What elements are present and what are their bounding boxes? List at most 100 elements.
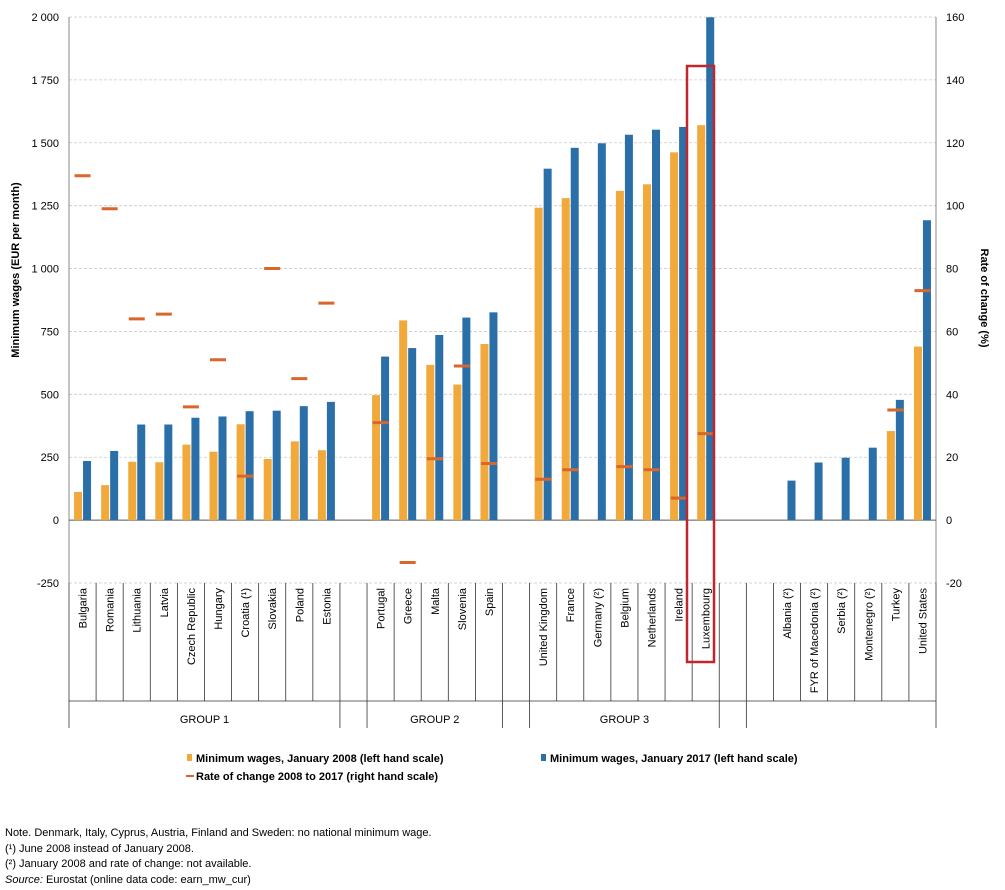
bar-2008-lithuania bbox=[128, 461, 137, 521]
y-right-tick-label: 0 bbox=[946, 515, 952, 527]
y-right-tick-label: 120 bbox=[946, 138, 964, 150]
y-left-tick-label: 1 000 bbox=[31, 264, 59, 276]
category-axis: Bulgaria Romania Lithuania Latvia Czech Repu… bbox=[68, 583, 937, 701]
bar-2008-slovakia bbox=[263, 458, 272, 521]
right-axis-ticks: -20 0 20 40 60 80 100 120 140 160 bbox=[946, 12, 964, 590]
bars bbox=[74, 17, 931, 521]
source-label: Source: bbox=[5, 873, 43, 886]
y-left-tick-label: 500 bbox=[41, 389, 59, 401]
ireland-highlight-box bbox=[685, 64, 716, 664]
category-label-ireland: Ireland bbox=[674, 588, 686, 622]
y-right-tick-label: 140 bbox=[946, 75, 964, 87]
bar-2017-portugal bbox=[381, 356, 390, 521]
category-label-germany: Germany (²) bbox=[592, 588, 604, 647]
category-label-montenegro: Montenegro (²) bbox=[863, 588, 875, 661]
bar-2008-poland bbox=[290, 441, 299, 521]
y-left-tick-label: 0 bbox=[53, 515, 59, 527]
bar-2017-poland bbox=[299, 406, 308, 521]
legend-swatch-0 bbox=[187, 754, 192, 761]
bar-2008-croatia bbox=[236, 424, 245, 521]
bar-2017-montenegro bbox=[868, 447, 877, 521]
category-label-france: France bbox=[565, 588, 577, 622]
group-axis: GROUP 1 GROUP 2 GROUP 3 bbox=[68, 700, 937, 728]
y-right-tick-label: 40 bbox=[946, 389, 958, 401]
y-left-tick-label: 750 bbox=[41, 326, 59, 338]
bar-2017-united-kingdom bbox=[543, 168, 552, 521]
category-label-slovenia: Slovenia bbox=[457, 587, 469, 630]
bar-2008-hungary bbox=[209, 451, 218, 521]
category-label-spain: Spain bbox=[484, 588, 496, 616]
legend-label-0: Minimum wages, January 2008 (left hand s… bbox=[196, 753, 444, 765]
group-label-group-1: GROUP 1 bbox=[180, 714, 229, 726]
bar-2008-spain bbox=[480, 344, 489, 521]
y-left-tick-label: 2 000 bbox=[31, 12, 59, 24]
category-label-united-kingdom: United Kingdom bbox=[538, 588, 550, 666]
bar-2017-romania bbox=[110, 450, 119, 521]
category-label-netherlands: Netherlands bbox=[647, 588, 659, 648]
category-label-serbia: Serbia (²) bbox=[836, 588, 848, 634]
bar-2017-united-states bbox=[922, 220, 931, 521]
notes: Note. Denmark, Italy, Cyprus, Austria, F… bbox=[5, 826, 432, 888]
bar-2017-lithuania bbox=[137, 424, 146, 521]
legend: Minimum wages, January 2008 (left hand s… bbox=[186, 753, 798, 783]
bar-2017-spain bbox=[489, 312, 498, 521]
bar-2017-estonia bbox=[326, 401, 335, 521]
note-footnote-2: (²) January 2008 and rate of change: not… bbox=[5, 858, 252, 870]
bar-2017-hungary bbox=[218, 416, 227, 521]
legend-label-1: Minimum wages, January 2017 (left hand s… bbox=[550, 753, 798, 765]
bar-2017-luxembourg bbox=[706, 17, 715, 521]
bar-2017-bulgaria bbox=[83, 460, 92, 521]
note-footnote-1: (¹) June 2008 instead of January 2008. bbox=[5, 842, 194, 855]
bar-2008-turkey bbox=[886, 431, 895, 521]
bar-2008-portugal bbox=[372, 395, 381, 521]
y-right-tick-label: 160 bbox=[946, 12, 964, 24]
bar-2017-ireland bbox=[679, 126, 688, 521]
y-left-tick-label: 1 250 bbox=[31, 201, 59, 213]
bar-2017-malta bbox=[435, 334, 444, 521]
category-label-malta: Malta bbox=[430, 587, 442, 615]
category-label-turkey: Turkey bbox=[890, 588, 902, 622]
bar-2017-slovenia bbox=[462, 317, 471, 521]
y-left-tick-label: 250 bbox=[41, 452, 59, 464]
y-left-tick-label: 1 750 bbox=[31, 75, 59, 87]
category-label-bulgaria: Bulgaria bbox=[78, 587, 90, 628]
bar-2008-bulgaria bbox=[74, 491, 83, 521]
category-label-croatia: Croatia (¹) bbox=[240, 588, 252, 638]
bar-2017-serbia bbox=[841, 457, 850, 521]
category-label-united-states: United States bbox=[917, 588, 929, 655]
group-label-group-2: GROUP 2 bbox=[410, 714, 459, 726]
category-label-latvia: Latvia bbox=[159, 587, 171, 617]
category-label-belgium: Belgium bbox=[619, 588, 631, 628]
rate-markers bbox=[74, 174, 931, 565]
category-label-slovakia: Slovakia bbox=[267, 587, 279, 629]
category-label-albania: Albania (²) bbox=[782, 588, 794, 639]
y-right-tick-label: 100 bbox=[946, 201, 964, 213]
bar-2008-united-states bbox=[913, 346, 922, 521]
category-label-greece: Greece bbox=[403, 588, 415, 624]
bar-2008-czech-republic bbox=[182, 444, 191, 521]
bar-2017-france bbox=[570, 147, 579, 521]
bar-2008-ireland bbox=[670, 152, 679, 521]
left-axis-ticks: -250 0 250 500 750 1 000 1 250 1 500 1 750 2 000 bbox=[31, 12, 59, 590]
bar-2008-estonia bbox=[317, 450, 326, 521]
bar-2017-germany bbox=[597, 143, 606, 521]
bar-2008-united-kingdom bbox=[534, 207, 543, 521]
category-label-czech-republic: Czech Republic bbox=[186, 588, 198, 666]
bar-2017-czech-republic bbox=[191, 417, 200, 521]
bar-2017-greece bbox=[408, 348, 417, 521]
source-text: Eurostat (online data code: earn_mw_cur) bbox=[45, 873, 251, 886]
legend-label-2: Rate of change 2008 to 2017 (right hand … bbox=[196, 771, 438, 783]
category-label-portugal: Portugal bbox=[376, 588, 388, 629]
note-source: Source: Eurostat (online data code: earn… bbox=[5, 873, 432, 889]
bar-2008-netherlands bbox=[643, 184, 652, 521]
bar-2008-greece bbox=[399, 320, 408, 521]
bar-2017-turkey bbox=[895, 399, 904, 521]
group-label-group-3: GROUP 3 bbox=[600, 714, 649, 726]
category-label-estonia: Estonia bbox=[321, 587, 333, 625]
bar-2008-france bbox=[561, 198, 570, 521]
bar-2008-belgium bbox=[615, 190, 624, 521]
y-left-tick-label: 1 500 bbox=[31, 138, 59, 150]
bar-2008-latvia bbox=[155, 462, 164, 521]
bar-2008-malta bbox=[426, 364, 435, 521]
